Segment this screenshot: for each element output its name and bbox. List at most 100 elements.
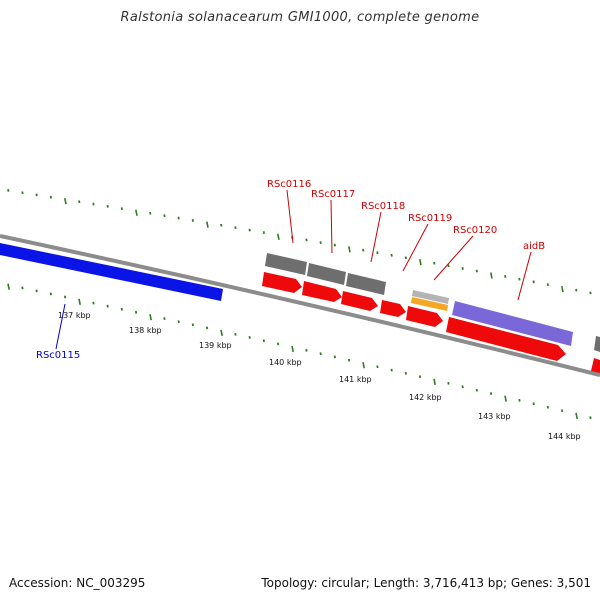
major-tick: [291, 345, 294, 353]
minor-tick: [234, 332, 237, 336]
major-tick: [220, 329, 223, 337]
gene-feature-edge-red[interactable]: [591, 358, 600, 373]
minor-tick: [489, 392, 493, 395]
gene-leader-rsc0117: [330, 199, 333, 254]
gene-label-rsc0118: RSc0118: [361, 201, 405, 212]
minor-tick: [305, 348, 308, 352]
major-tick: [504, 395, 507, 402]
minor-tick: [475, 388, 478, 392]
gene-leader-rsc0118: [370, 211, 382, 263]
minor-tick: [78, 200, 81, 204]
minor-tick: [92, 301, 95, 305]
gene-feature-aidb-purple[interactable]: [452, 301, 573, 346]
major-tick: [419, 259, 422, 266]
minor-tick: [546, 283, 549, 287]
scale-label-138-kbp: 138 kbp: [129, 326, 162, 335]
minor-tick: [504, 275, 507, 278]
minor-tick: [63, 295, 67, 299]
scale-label-137-kbp: 137 kbp: [58, 311, 91, 320]
minor-tick: [333, 243, 336, 247]
gene-label-rsc0119: RSc0119: [408, 213, 452, 224]
minor-tick: [205, 326, 209, 330]
major-tick: [348, 246, 351, 253]
gene-feature-rsc0117-gray[interactable]: [307, 263, 346, 285]
gene-feature-rsc0119-red[interactable]: [380, 300, 406, 317]
minor-tick: [92, 202, 95, 206]
scale-label-141-kbp: 141 kbp: [339, 375, 372, 384]
minor-tick: [120, 307, 123, 311]
minor-tick: [191, 219, 194, 222]
gene-feature-rsc0116-gray[interactable]: [265, 253, 307, 275]
minor-tick: [248, 336, 251, 339]
minor-tick: [560, 409, 564, 413]
gene-feature-edge-gray[interactable]: [594, 336, 600, 352]
minor-tick: [447, 381, 450, 385]
major-tick: [64, 198, 67, 205]
gene-label-rsc0116: RSc0116: [267, 179, 311, 190]
minor-tick: [234, 226, 237, 230]
scale-label-140-kbp: 140 kbp: [269, 358, 302, 367]
gene-feature-rsc0120-lightgray[interactable]: [412, 290, 449, 304]
scale-label-144-kbp: 144 kbp: [548, 432, 581, 441]
minor-tick: [589, 416, 592, 420]
minor-tick: [177, 320, 180, 324]
scale-label-143-kbp: 143 kbp: [478, 412, 511, 421]
minor-tick: [49, 195, 52, 199]
minor-tick: [390, 253, 393, 257]
minor-tick: [518, 398, 521, 402]
minor-tick: [433, 261, 436, 265]
minor-tick: [49, 292, 52, 296]
accession-text: Accession: NC_003295: [9, 576, 146, 590]
genome-backbone: [0, 234, 600, 377]
major-tick: [433, 378, 436, 385]
minor-tick: [390, 368, 393, 372]
major-tick: [362, 362, 365, 369]
scale-label-139-kbp: 139 kbp: [199, 341, 232, 350]
minor-tick: [518, 277, 521, 281]
major-tick: [490, 272, 493, 279]
gene-feature-rsc0120-red[interactable]: [406, 306, 443, 327]
minor-tick: [21, 191, 24, 195]
gene-feature-rsc0120-orange[interactable]: [411, 297, 448, 311]
minor-tick: [163, 317, 166, 320]
minor-tick: [262, 231, 265, 234]
topology-text: Topology: circular; Length: 3,716,413 bp…: [261, 576, 591, 590]
major-tick: [561, 285, 564, 293]
minor-tick: [376, 365, 379, 369]
major-tick: [135, 209, 138, 216]
minor-tick: [532, 402, 535, 406]
minor-tick: [461, 385, 464, 389]
minor-tick: [134, 310, 138, 314]
minor-tick: [149, 211, 152, 215]
minor-tick: [305, 238, 308, 242]
gene-feature-rsc0115-blue[interactable]: [0, 243, 223, 301]
gene-feature-rsc0116-red[interactable]: [262, 272, 302, 293]
minor-tick: [262, 339, 265, 343]
minor-tick: [333, 355, 336, 359]
gene-feature-rsc0118-red[interactable]: [341, 291, 378, 311]
map-title: Ralstonia solanacearum GMI1000, complete…: [120, 10, 480, 25]
minor-tick: [546, 405, 549, 409]
minor-tick: [447, 264, 450, 268]
gene-leader-rsc0120: [433, 235, 474, 281]
gene-label-rsc0120: RSc0120: [453, 225, 497, 236]
minor-tick: [7, 189, 10, 192]
minor-tick: [418, 375, 422, 379]
gene-label-rsc0117: RSc0117: [311, 189, 355, 200]
minor-tick: [575, 288, 578, 292]
major-tick: [206, 221, 209, 228]
minor-tick: [106, 204, 109, 208]
major-tick: [149, 314, 152, 321]
minor-tick: [191, 323, 194, 327]
major-tick: [277, 233, 280, 240]
gene-feature-rsc0117-red[interactable]: [302, 281, 342, 302]
minor-tick: [21, 286, 24, 290]
minor-tick: [362, 248, 365, 252]
gene-feature-rsc0118-gray[interactable]: [346, 273, 386, 295]
minor-tick: [276, 342, 280, 346]
minor-tick: [461, 267, 464, 270]
minor-tick: [404, 256, 407, 260]
gene-feature-aidb-red[interactable]: [446, 317, 566, 361]
minor-tick: [376, 251, 379, 255]
